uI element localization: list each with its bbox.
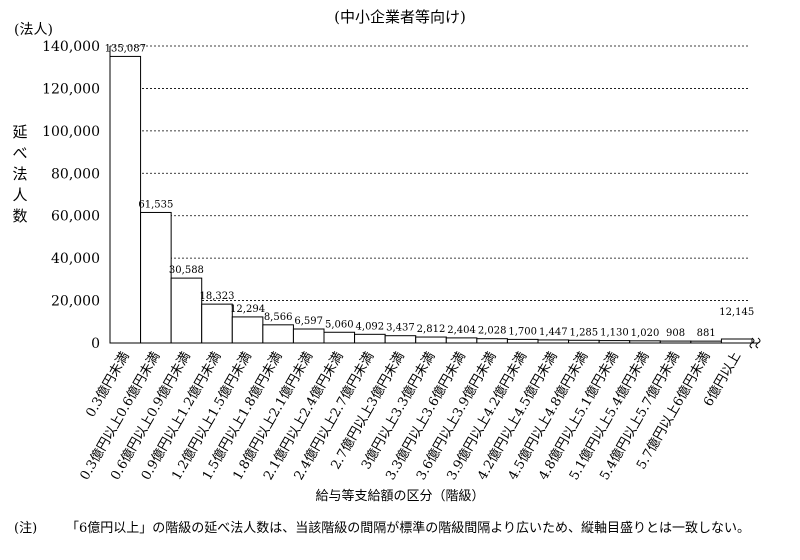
data-label: 12,145 [719, 307, 754, 318]
data-label: 6,597 [294, 316, 323, 327]
y-tick-label: 60,000 [51, 209, 100, 225]
data-label: 30,588 [169, 265, 204, 276]
data-label: 8,566 [264, 312, 293, 323]
bar [140, 211, 172, 344]
bar [170, 277, 203, 344]
bar-chart: (中小企業者等向け) (法人) 延べ法人数 0 20,000 40,000 60,00… [12, 8, 761, 504]
data-label: 1,130 [600, 328, 629, 339]
y-tick-label: 20,000 [51, 294, 100, 310]
bar [354, 333, 386, 344]
data-label: 12,294 [230, 304, 265, 315]
bars [109, 55, 753, 344]
bar [323, 331, 356, 344]
bar [506, 338, 539, 344]
y-tick-label: 80,000 [51, 166, 100, 182]
y-axis-label-char: 人 [12, 186, 27, 204]
data-label: 881 [697, 328, 716, 339]
bar [384, 335, 417, 344]
y-tick-label: 0 [91, 336, 100, 352]
x-axis-title: 給与等支給額の区分（階級） [315, 488, 484, 504]
y-axis-ticks: 0 20,000 40,000 60,000 80,000 100,000 120,000 1… [42, 39, 100, 352]
footnote-text: 「6億円以上」の階級の延べ法人数は、当該階級の間隔が標準の階級間隔より広いため、… [66, 521, 751, 536]
bar [201, 303, 233, 344]
data-label: 2,028 [478, 326, 507, 337]
axis-break-icon [749, 337, 761, 349]
data-label: 5,060 [325, 319, 354, 330]
bar [445, 337, 478, 344]
data-label: 1,447 [539, 327, 568, 338]
data-label: 2,812 [417, 324, 446, 335]
y-tick-label: 40,000 [51, 251, 100, 267]
y-unit-label: (法人) [14, 22, 53, 38]
bar [720, 338, 753, 344]
bar [292, 328, 325, 344]
chart-title: (中小企業者等向け) [334, 8, 466, 26]
y-axis-label-char: 数 [12, 207, 27, 225]
data-label: 3,437 [386, 323, 415, 334]
data-label: 18,323 [200, 291, 235, 302]
data-label: 908 [666, 328, 685, 339]
y-axis-label-char: 延 [12, 123, 27, 141]
data-label: 1,700 [508, 326, 537, 337]
y-axis-label: 延べ法人数 [12, 123, 27, 225]
y-axis-label-char: べ [12, 144, 27, 162]
data-label: 2,404 [447, 325, 476, 336]
y-tick-label: 120,000 [42, 81, 100, 97]
y-tick-label: 140,000 [42, 39, 100, 55]
data-label: 61,535 [138, 199, 173, 210]
footnote-marker: (注) [14, 521, 38, 536]
data-label: 4,092 [356, 321, 385, 332]
data-label: 1,285 [570, 327, 599, 338]
bar [415, 336, 447, 344]
footnote: (注) 「6億円以上」の階級の延べ法人数は、当該階級の間隔が標準の階級間隔より広い… [14, 520, 794, 538]
gridlines [110, 45, 748, 301]
y-axis-label-char: 法 [12, 165, 27, 183]
bar [231, 316, 264, 344]
bar [476, 338, 508, 344]
data-label: 1,020 [631, 328, 660, 339]
bar [262, 324, 294, 344]
x-axis-ticks: 0.3億円未満0.3億円以上0.6億円未満0.6億円以上0.9億円未満0.9億円… [77, 349, 744, 483]
y-tick-label: 100,000 [42, 124, 100, 140]
data-label: 135,087 [105, 43, 146, 54]
bar [109, 55, 142, 344]
